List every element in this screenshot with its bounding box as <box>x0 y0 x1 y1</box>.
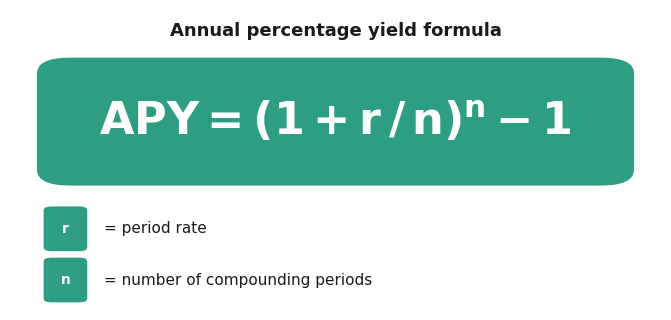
FancyBboxPatch shape <box>37 58 634 186</box>
Text: = period rate: = period rate <box>104 221 207 236</box>
Text: $\mathbf{APY = (1 + r\,/\,n)^{n} - 1}$: $\mathbf{APY = (1 + r\,/\,n)^{n} - 1}$ <box>99 100 572 144</box>
Text: Annual percentage yield formula: Annual percentage yield formula <box>170 22 501 40</box>
FancyBboxPatch shape <box>44 206 87 251</box>
Text: r: r <box>62 222 69 236</box>
Text: = number of compounding periods: = number of compounding periods <box>104 273 372 287</box>
FancyBboxPatch shape <box>44 258 87 302</box>
Text: n: n <box>60 273 70 287</box>
